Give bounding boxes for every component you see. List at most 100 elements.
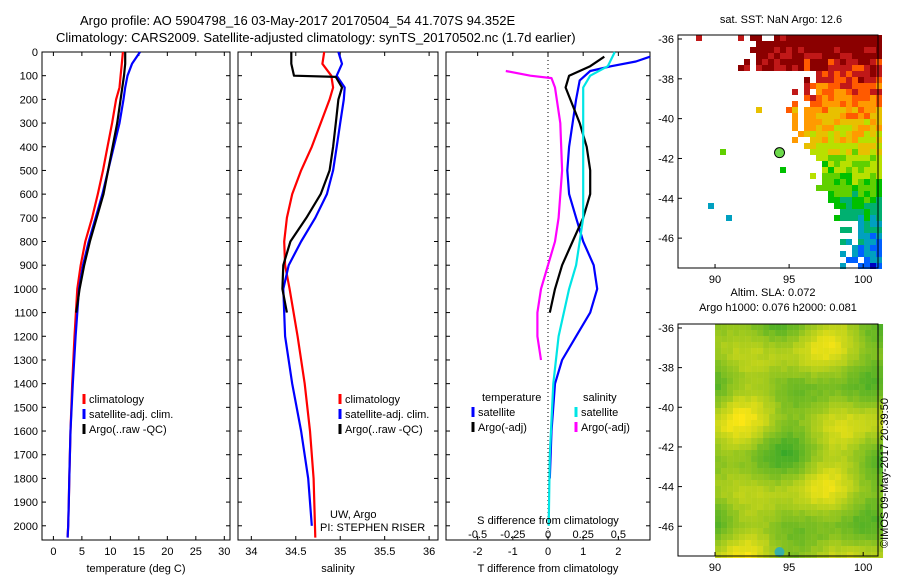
sla-cell [793,522,800,528]
sla-cell [745,366,752,372]
sla-cell [865,546,872,552]
sla-cell [823,354,830,360]
sla-cell [829,384,836,390]
sst-cell [846,185,852,191]
sla-cell [745,336,752,342]
sla-cell [787,366,794,372]
sst-cell [822,77,828,83]
sst-cell [870,137,876,143]
sst-cell [846,77,852,83]
sst-cell [816,155,822,161]
sla-cell [799,534,806,540]
sla-cell [781,426,788,432]
sst-cell [816,95,822,101]
sla-cell [859,402,866,408]
sla-cell [823,498,830,504]
sla-cell [757,348,764,354]
sla-cell [823,516,830,522]
sla-cell [835,408,842,414]
sst-cell [870,227,876,233]
sla-cell [757,354,764,360]
sla-cell [811,522,818,528]
sst-cell [858,101,864,107]
sla-cell [865,384,872,390]
sst-cell [846,215,852,221]
sst-cell [744,59,750,65]
sla-cell [769,438,776,444]
sla-cell [811,492,818,498]
sla-cell [835,516,842,522]
sla-cell [757,492,764,498]
sla-cell [751,528,758,534]
sla-cell [835,426,842,432]
sla-cell [769,444,776,450]
sla-cell [727,504,734,510]
sst-cell [858,155,864,161]
sla-cell [817,336,824,342]
sst-cell [834,53,840,59]
sst-cell [870,95,876,101]
sla-cell [769,540,776,546]
sst-cell [852,191,858,197]
sla-cell [811,342,818,348]
sst-cell [816,47,822,53]
sla-cell [841,468,848,474]
sla-cell [739,444,746,450]
x-tick-label: 34 [245,546,257,558]
temperature-panel: 0 5 10 15 20 25 300100200300400500600700800900… [14,47,231,575]
sla-cell [739,420,746,426]
sla-cell [853,420,860,426]
sla-cell [787,522,794,528]
sla-cell [829,450,836,456]
sst-cell [798,65,804,71]
sla-cell [727,522,734,528]
sla-cell [835,504,842,510]
sla-cell [847,432,854,438]
sla-cell [799,420,806,426]
y-tick-label: -38 [658,74,674,86]
sla-cell [853,372,860,378]
sst-cell [840,71,846,77]
sla-cell [877,492,884,498]
sla-cell [841,450,848,456]
sla-cell [751,408,758,414]
sla-cell [871,474,878,480]
sst-cell [870,203,876,209]
sla-cell [847,450,854,456]
sst-cell [780,59,786,65]
sla-cell [823,444,830,450]
sst-cell [840,125,846,131]
series-line [547,51,616,526]
sla-cell [811,348,818,354]
sla-cell [811,474,818,480]
sla-cell [871,546,878,552]
sla-cell [769,324,776,330]
sst-cell [834,131,840,137]
sst-cell [858,149,864,155]
sla-cell [859,426,866,432]
sla-cell [769,384,776,390]
sla-cell [775,402,782,408]
sla-cell [745,348,752,354]
sst-cell [858,113,864,119]
sst-cell [858,185,864,191]
sst-cell [864,197,870,203]
sst-cell [804,107,810,113]
sla-cell [757,534,764,540]
sst-cell [864,233,870,239]
sst-cell [840,227,846,233]
x-tick-label: 1 [580,546,586,558]
sst-cell [804,95,810,101]
sla-cell [769,342,776,348]
sla-cell [829,444,836,450]
sst-cell [876,161,882,167]
sla-cell [877,366,884,372]
sla-cell [751,396,758,402]
sla-cell [757,330,764,336]
sla-cell [799,450,806,456]
sla-cell [787,342,794,348]
sla-cell [877,360,884,366]
sst-cell [756,65,762,71]
sst-cell [852,95,858,101]
